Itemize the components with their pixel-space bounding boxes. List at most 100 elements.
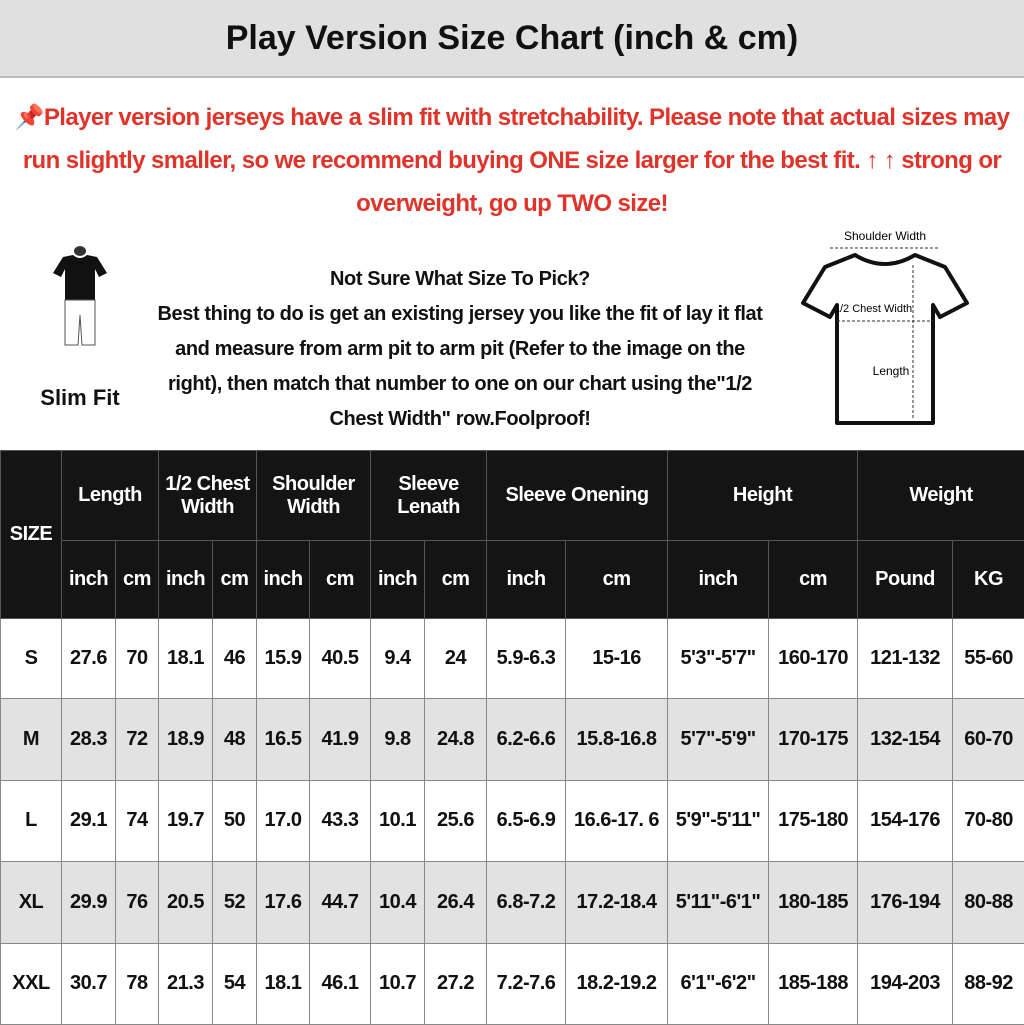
value-cell: 132-154 (858, 699, 953, 781)
value-cell: 52 (213, 862, 257, 944)
tshirt-measurement-diagram: Shoulder Width 1/2 Chest Width Length (795, 225, 985, 435)
value-cell: 29.9 (62, 862, 116, 944)
value-cell: 27.6 (62, 619, 116, 699)
unit-header: cm (116, 541, 159, 619)
value-cell: 30.7 (62, 943, 116, 1024)
value-cell: 9.8 (371, 699, 425, 781)
value-cell: 17.6 (257, 862, 310, 944)
size-chart-table: SIZE Length 1/2 Chest Width Shoulder Wid… (0, 450, 1024, 1025)
value-cell: 5'3"-5'7" (668, 619, 769, 699)
value-cell: 29.1 (62, 780, 116, 862)
value-cell: 194-203 (858, 943, 953, 1024)
group-header: Sleeve Lenath (371, 451, 487, 541)
value-cell: 5'7"-5'9" (668, 699, 769, 781)
size-header: SIZE (1, 451, 62, 619)
value-cell: 25.6 (425, 780, 487, 862)
value-cell: 5'11"-6'1" (668, 862, 769, 944)
value-cell: 15.8-16.8 (566, 699, 668, 781)
value-cell: 40.5 (310, 619, 371, 699)
size-cell: M (1, 699, 62, 781)
value-cell: 70-80 (953, 780, 1024, 862)
value-cell: 18.9 (159, 699, 213, 781)
group-header: Length (62, 451, 159, 541)
guide-body: Best thing to do is get an existing jers… (150, 297, 770, 437)
value-cell: 28.3 (62, 699, 116, 781)
value-cell: 16.6-17. 6 (566, 780, 668, 862)
value-cell: 21.3 (159, 943, 213, 1024)
value-cell: 6.5-6.9 (487, 780, 566, 862)
unit-header: cm (566, 541, 668, 619)
value-cell: 20.5 (159, 862, 213, 944)
unit-header: inch (487, 541, 566, 619)
size-cell: XL (1, 862, 62, 944)
size-guide: Not Sure What Size To Pick? Best thing t… (150, 262, 770, 437)
value-cell: 74 (116, 780, 159, 862)
size-cell: L (1, 780, 62, 862)
value-cell: 175-180 (769, 780, 858, 862)
value-cell: 16.5 (257, 699, 310, 781)
group-header: Shoulder Width (257, 451, 371, 541)
group-header: Weight (858, 451, 1024, 541)
guide-heading: Not Sure What Size To Pick? (150, 262, 770, 297)
value-cell: 10.7 (371, 943, 425, 1024)
diagram-shoulder-label: Shoulder Width (844, 229, 926, 243)
value-cell: 78 (116, 943, 159, 1024)
value-cell: 18.1 (257, 943, 310, 1024)
unit-header: cm (769, 541, 858, 619)
value-cell: 27.2 (425, 943, 487, 1024)
size-cell: S (1, 619, 62, 699)
value-cell: 43.3 (310, 780, 371, 862)
unit-header: inch (668, 541, 769, 619)
group-header: 1/2 Chest Width (159, 451, 257, 541)
value-cell: 17.2-18.4 (566, 862, 668, 944)
value-cell: 185-188 (769, 943, 858, 1024)
diagram-length-label: Length (873, 364, 910, 378)
unit-header: inch (159, 541, 213, 619)
slim-fit-label: Slim Fit (20, 385, 140, 411)
value-cell: 80-88 (953, 862, 1024, 944)
value-cell: 160-170 (769, 619, 858, 699)
value-cell: 19.7 (159, 780, 213, 862)
value-cell: 70 (116, 619, 159, 699)
value-cell: 41.9 (310, 699, 371, 781)
value-cell: 6.8-7.2 (487, 862, 566, 944)
unit-header: KG (953, 541, 1024, 619)
page-title: Play Version Size Chart (inch & cm) (0, 0, 1024, 78)
value-cell: 24.8 (425, 699, 487, 781)
unit-header: inch (62, 541, 116, 619)
value-cell: 6'1"-6'2" (668, 943, 769, 1024)
size-cell: XXL (1, 943, 62, 1024)
value-cell: 121-132 (858, 619, 953, 699)
pushpin-icon: 📌 (15, 104, 44, 131)
unit-header: cm (213, 541, 257, 619)
value-cell: 180-185 (769, 862, 858, 944)
value-cell: 5.9-6.3 (487, 619, 566, 699)
value-cell: 60-70 (953, 699, 1024, 781)
value-cell: 17.0 (257, 780, 310, 862)
value-cell: 46 (213, 619, 257, 699)
value-cell: 154-176 (858, 780, 953, 862)
value-cell: 72 (116, 699, 159, 781)
value-cell: 88-92 (953, 943, 1024, 1024)
value-cell: 55-60 (953, 619, 1024, 699)
group-header: Sleeve Onening (487, 451, 668, 541)
unit-header: cm (310, 541, 371, 619)
group-header: Height (668, 451, 858, 541)
value-cell: 7.2-7.6 (487, 943, 566, 1024)
unit-header: cm (425, 541, 487, 619)
value-cell: 26.4 (425, 862, 487, 944)
value-cell: 5'9"-5'11" (668, 780, 769, 862)
unit-header: Pound (858, 541, 953, 619)
diagram-chest-label: 1/2 Chest Width (834, 303, 912, 315)
value-cell: 9.4 (371, 619, 425, 699)
value-cell: 46.1 (310, 943, 371, 1024)
unit-header: inch (257, 541, 310, 619)
slim-fit-figure-icon (30, 245, 130, 355)
value-cell: 170-175 (769, 699, 858, 781)
value-cell: 176-194 (858, 862, 953, 944)
value-cell: 10.1 (371, 780, 425, 862)
